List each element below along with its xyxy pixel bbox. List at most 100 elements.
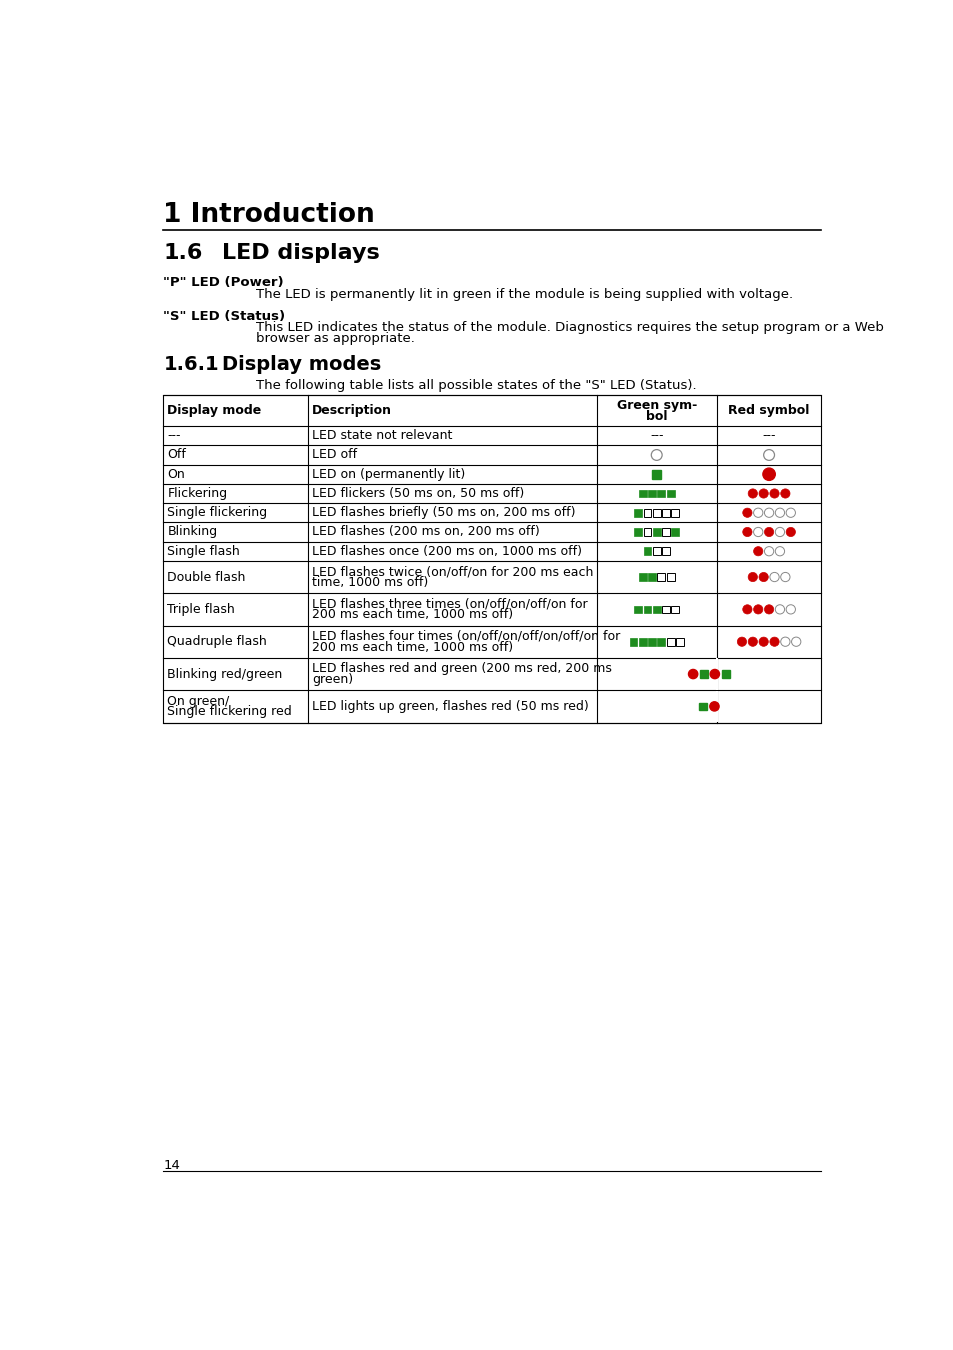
Bar (652, 606, 659, 613)
Circle shape (747, 637, 757, 647)
Bar (666, 637, 674, 645)
Text: The LED is permanently lit in green if the module is being supplied with voltage: The LED is permanently lit in green if t… (256, 288, 793, 301)
Circle shape (785, 528, 795, 536)
Circle shape (791, 637, 800, 647)
Bar (661, 606, 669, 613)
Bar (639, 490, 646, 497)
Circle shape (769, 572, 779, 582)
Text: 14: 14 (163, 1160, 180, 1172)
Text: Single flickering: Single flickering (167, 506, 267, 520)
Bar (721, 670, 729, 678)
Text: 1 Introduction: 1 Introduction (163, 202, 375, 228)
Text: ---: --- (167, 429, 181, 443)
Bar (639, 574, 646, 580)
Text: LED flickers (50 ms on, 50 ms off): LED flickers (50 ms on, 50 ms off) (312, 487, 524, 500)
Text: 1.6.1: 1.6.1 (163, 355, 219, 374)
Circle shape (763, 547, 773, 556)
Circle shape (753, 508, 762, 517)
Text: LED off: LED off (312, 448, 357, 462)
Circle shape (737, 637, 746, 647)
Circle shape (753, 605, 762, 614)
Circle shape (769, 637, 779, 647)
Bar (647, 574, 656, 580)
Text: LED lights up green, flashes red (50 ms red): LED lights up green, flashes red (50 ms … (312, 699, 588, 713)
Circle shape (775, 508, 783, 517)
Circle shape (763, 528, 773, 536)
Text: LED on (permanently lit): LED on (permanently lit) (312, 467, 465, 481)
Text: Double flash: Double flash (167, 571, 246, 583)
Circle shape (651, 450, 661, 460)
Circle shape (769, 489, 779, 498)
Bar (163, 396, 821, 722)
Bar (661, 547, 669, 555)
Bar (647, 637, 656, 645)
Text: Display modes: Display modes (221, 355, 380, 374)
Circle shape (688, 670, 697, 679)
Text: Off: Off (167, 448, 186, 462)
Circle shape (785, 605, 795, 614)
Text: Triple flash: Triple flash (167, 603, 234, 616)
Bar (643, 606, 651, 613)
Text: On: On (167, 467, 185, 481)
Circle shape (759, 489, 767, 498)
Text: bol: bol (645, 409, 667, 423)
Circle shape (742, 605, 751, 614)
Circle shape (709, 702, 719, 711)
Circle shape (742, 508, 751, 517)
Text: Single flickering red: Single flickering red (167, 705, 292, 718)
Bar (699, 702, 706, 710)
Text: LED flashes (200 ms on, 200 ms off): LED flashes (200 ms on, 200 ms off) (312, 525, 539, 539)
Text: This LED indicates the status of the module. Diagnostics requires the setup prog: This LED indicates the status of the mod… (256, 321, 883, 335)
Text: time, 1000 ms off): time, 1000 ms off) (312, 576, 428, 589)
Bar (634, 528, 641, 536)
Text: LED flashes three times (on/off/on/off/on for: LED flashes three times (on/off/on/off/o… (312, 598, 587, 610)
Text: "S" LED (Status): "S" LED (Status) (163, 310, 285, 323)
Bar (671, 509, 679, 517)
Text: "P" LED (Power): "P" LED (Power) (163, 275, 284, 289)
Text: On green/: On green/ (167, 694, 230, 707)
Bar (666, 490, 674, 497)
Circle shape (780, 572, 789, 582)
Bar (671, 528, 679, 536)
Bar (634, 606, 641, 613)
Bar (661, 509, 669, 517)
Bar (647, 490, 656, 497)
Text: Description: Description (312, 404, 392, 417)
Circle shape (763, 605, 773, 614)
Text: LED state not relevant: LED state not relevant (312, 429, 452, 443)
Text: LED flashes once (200 ms on, 1000 ms off): LED flashes once (200 ms on, 1000 ms off… (312, 545, 581, 558)
Bar (634, 509, 641, 517)
Bar (657, 490, 664, 497)
Bar (671, 606, 679, 613)
Circle shape (763, 508, 773, 517)
Bar (716, 659, 717, 690)
Bar (676, 637, 683, 645)
Text: 1.6: 1.6 (163, 243, 203, 263)
Text: 200 ms each time, 1000 ms off): 200 ms each time, 1000 ms off) (312, 609, 513, 621)
Bar (643, 509, 651, 517)
Text: ---: --- (649, 429, 662, 443)
Text: The following table lists all possible states of the "S" LED (Status).: The following table lists all possible s… (256, 379, 697, 391)
Bar (652, 528, 659, 536)
Bar (666, 574, 674, 580)
Text: LED displays: LED displays (221, 243, 379, 263)
Text: Blinking: Blinking (167, 525, 217, 539)
Text: Display mode: Display mode (167, 404, 261, 417)
Circle shape (747, 572, 757, 582)
Text: LED flashes red and green (200 ms red, 200 ms: LED flashes red and green (200 ms red, 2… (312, 662, 612, 675)
Text: Single flash: Single flash (167, 545, 240, 558)
Circle shape (780, 489, 789, 498)
Circle shape (762, 450, 774, 460)
Text: Quadruple flash: Quadruple flash (167, 636, 267, 648)
Text: Red symbol: Red symbol (728, 404, 809, 417)
Bar (661, 528, 669, 536)
Circle shape (747, 489, 757, 498)
Text: Flickering: Flickering (167, 487, 227, 500)
Text: Green sym-: Green sym- (616, 398, 696, 412)
Bar (643, 547, 651, 555)
Circle shape (709, 670, 719, 679)
Bar (657, 637, 664, 645)
Circle shape (775, 528, 783, 536)
Circle shape (753, 528, 762, 536)
Bar (716, 691, 717, 722)
